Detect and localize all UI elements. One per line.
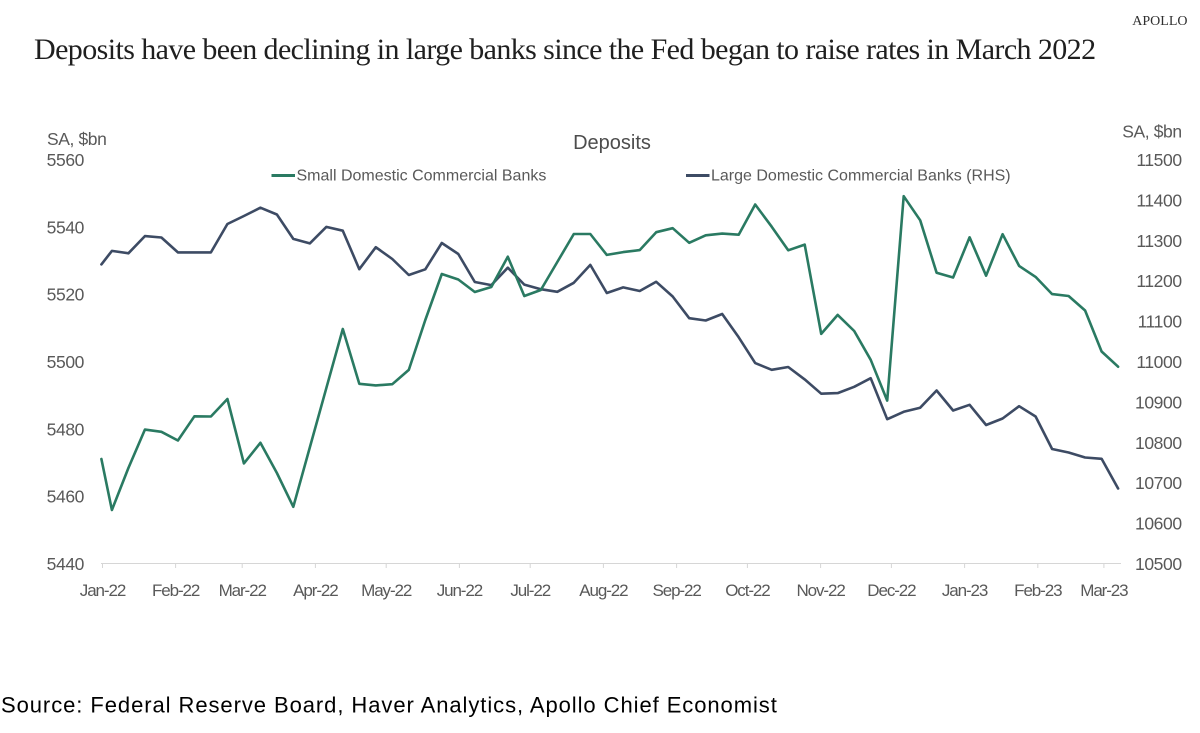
svg-text:Apr-22: Apr-22 (293, 581, 338, 600)
svg-text:11200: 11200 (1136, 271, 1182, 291)
svg-text:Oct-22: Oct-22 (725, 581, 770, 600)
svg-text:Small Domestic Commercial Bank: Small Domestic Commercial Banks (297, 168, 547, 185)
svg-text:10800: 10800 (1135, 433, 1182, 453)
svg-text:Large Domestic Commercial Bank: Large Domestic Commercial Banks (RHS) (711, 168, 1011, 185)
svg-text:Jun-22: Jun-22 (437, 581, 483, 600)
svg-text:SA, $bn: SA, $bn (1122, 122, 1181, 142)
svg-text:APOLLO: APOLLO (1132, 14, 1187, 29)
svg-text:Mar-22: Mar-22 (219, 581, 267, 600)
svg-text:10900: 10900 (1135, 392, 1182, 412)
svg-text:5540: 5540 (47, 217, 85, 237)
svg-text:5460: 5460 (47, 487, 85, 507)
svg-text:Sep-22: Sep-22 (652, 581, 701, 600)
svg-text:10500: 10500 (1135, 554, 1182, 574)
svg-text:11500: 11500 (1136, 150, 1182, 170)
svg-text:5480: 5480 (47, 419, 85, 439)
svg-text:10700: 10700 (1135, 473, 1182, 493)
svg-text:Jan-23: Jan-23 (942, 581, 988, 600)
svg-text:11000: 11000 (1136, 352, 1182, 372)
svg-text:Source: Federal Reserve Board,: Source: Federal Reserve Board, Haver Ana… (1, 693, 778, 718)
svg-text:May-22: May-22 (361, 581, 412, 600)
svg-text:SA, $bn: SA, $bn (47, 129, 106, 149)
svg-text:Jan-22: Jan-22 (80, 581, 126, 600)
svg-text:Nov-22: Nov-22 (796, 581, 845, 600)
svg-text:Feb-22: Feb-22 (152, 581, 200, 600)
svg-text:Aug-22: Aug-22 (579, 581, 628, 600)
svg-text:Jul-22: Jul-22 (510, 581, 550, 600)
svg-text:10600: 10600 (1135, 514, 1182, 534)
svg-text:Deposits: Deposits (573, 132, 651, 154)
svg-text:11400: 11400 (1136, 190, 1182, 210)
svg-text:Deposits have been declining i: Deposits have been declining in large ba… (34, 33, 1096, 66)
svg-text:11300: 11300 (1136, 231, 1182, 251)
svg-text:5500: 5500 (47, 352, 85, 372)
svg-text:5520: 5520 (47, 285, 85, 305)
svg-text:5560: 5560 (47, 150, 85, 170)
svg-text:5440: 5440 (47, 554, 85, 574)
svg-text:11100: 11100 (1138, 312, 1183, 332)
svg-text:Dec-22: Dec-22 (867, 581, 916, 600)
svg-text:Mar-23: Mar-23 (1080, 581, 1128, 600)
svg-text:Feb-23: Feb-23 (1014, 581, 1062, 600)
